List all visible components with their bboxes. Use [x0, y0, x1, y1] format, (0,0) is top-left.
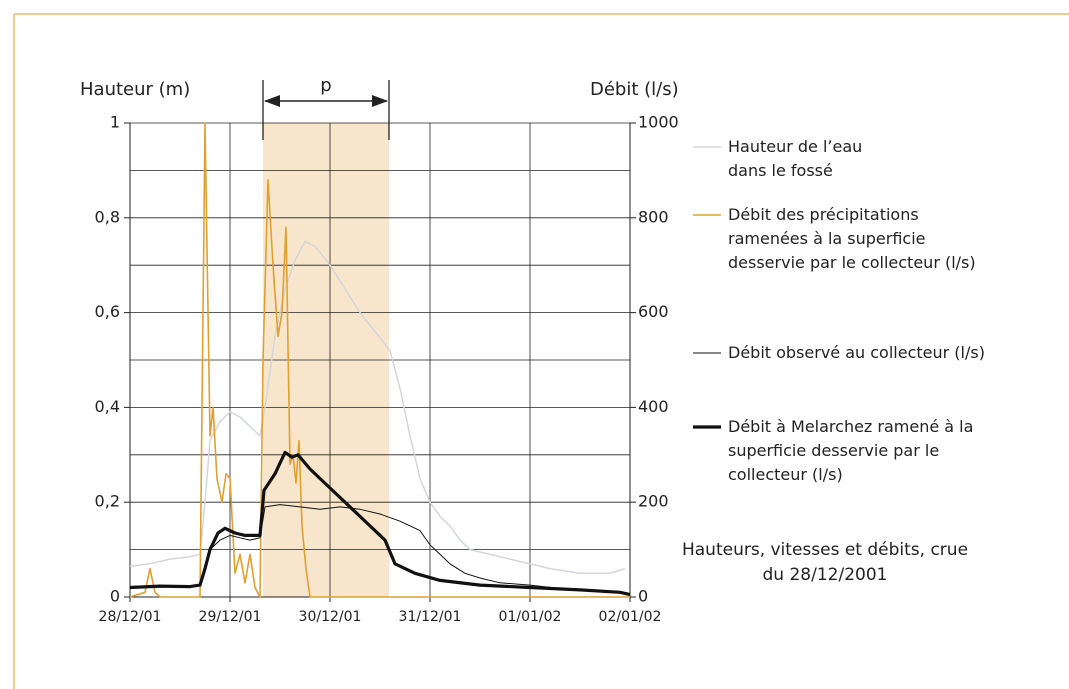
y2-tick-label: 1000: [638, 113, 679, 132]
series-line: [129, 122, 630, 598]
legend-label: Hauteur de l’eau dans le fossé: [728, 137, 863, 180]
y2-tick-label: 800: [638, 207, 669, 226]
arrow-head: [372, 95, 388, 107]
y2-tick-label: 400: [638, 397, 669, 416]
series-line: [129, 240, 626, 575]
x-tick-label: 29/12/01: [199, 609, 262, 625]
x-tick-label: 30/12/01: [299, 609, 362, 625]
y2-tick-label: 600: [638, 302, 669, 321]
x-tick-label: 28/12/01: [99, 609, 162, 625]
x-tick-label: 31/12/01: [399, 609, 462, 625]
y-tick-label: 0,4: [95, 397, 120, 416]
annotation-label: p: [320, 75, 331, 96]
caption: Hauteurs, vitesses et débits, crue du 28…: [681, 540, 969, 585]
y-tick-label: 0: [110, 587, 120, 606]
y-tick-label: 1: [110, 113, 120, 132]
y-axis-label: Hauteur (m): [80, 79, 190, 100]
y-tick-label: 0,8: [95, 207, 120, 226]
series-line: [129, 450, 631, 597]
y-tick-label: 0,6: [95, 302, 120, 321]
legend-label: Débit à Melarchez ramené à la superficie…: [728, 417, 974, 484]
x-tick-label: 02/01/02: [599, 609, 662, 625]
x-tick-label: 01/01/02: [499, 609, 562, 625]
y-tick-label: 0,2: [95, 492, 120, 511]
legend-label: Débit des précipitations ramenées à la s…: [728, 205, 976, 272]
arrow-head: [264, 95, 280, 107]
legend-label: Débit observé au collecteur (l/s): [728, 343, 985, 362]
y2-tick-label: 200: [638, 492, 669, 511]
y2-axis-label: Débit (l/s): [590, 79, 679, 100]
y2-tick-label: 0: [638, 587, 648, 606]
